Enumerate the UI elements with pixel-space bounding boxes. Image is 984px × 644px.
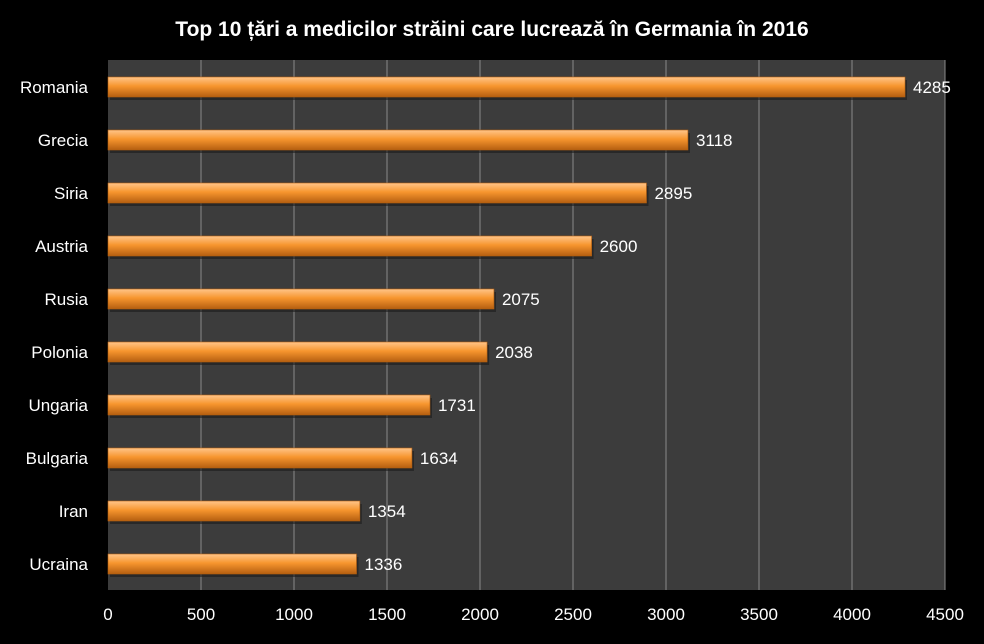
x-tick-label: 2000 (461, 605, 499, 624)
x-tick-label: 0 (103, 605, 112, 624)
bar (107, 129, 689, 151)
data-label: 2895 (654, 184, 692, 203)
x-tick-label: 3000 (647, 605, 685, 624)
category-label: Ungaria (28, 396, 88, 415)
data-label: 2600 (600, 237, 638, 256)
bar (107, 447, 413, 469)
category-label: Rusia (45, 290, 89, 309)
x-tick-label: 3500 (740, 605, 778, 624)
category-label: Siria (54, 184, 89, 203)
category-label: Iran (59, 502, 88, 521)
category-label: Austria (35, 237, 88, 256)
bar (107, 394, 431, 416)
data-label: 3118 (696, 131, 733, 150)
bar (107, 553, 357, 575)
data-label: 1634 (420, 449, 458, 468)
bar (107, 235, 592, 257)
category-labels: Romania Grecia Siria Austria Rusia Polonia Ung… (20, 78, 89, 574)
data-label: 1731 (438, 396, 476, 415)
x-tick-label: 4000 (833, 605, 871, 624)
value-labels: 4285 3118 2895 2600 2075 2038 1731 1634 1354 1336 (364, 78, 950, 574)
category-label: Romania (20, 78, 89, 97)
data-label: 2075 (502, 290, 540, 309)
bar (107, 76, 906, 98)
bar (107, 288, 495, 310)
data-label: 1354 (368, 502, 406, 521)
category-label: Bulgaria (26, 449, 89, 468)
bar (107, 182, 647, 204)
data-label: 1336 (364, 555, 402, 574)
x-tick-label: 1500 (368, 605, 406, 624)
data-label: 4285 (913, 78, 951, 97)
chart-title: Top 10 țări a medicilor străini care luc… (175, 18, 808, 41)
category-label: Polonia (31, 343, 88, 362)
bars-group (107, 76, 908, 577)
x-tick-label: 2500 (554, 605, 592, 624)
x-tick-label: 1000 (275, 605, 313, 624)
category-label: Ucraina (29, 555, 88, 574)
category-label: Grecia (38, 131, 89, 150)
x-axis-tick-labels: 0 500 1000 1500 2000 2500 3000 3500 4000 4500 (103, 605, 964, 624)
bar (107, 341, 488, 363)
data-label: 2038 (495, 343, 533, 362)
bar (107, 500, 361, 522)
x-tick-label: 4500 (926, 605, 964, 624)
x-tick-label: 500 (187, 605, 215, 624)
